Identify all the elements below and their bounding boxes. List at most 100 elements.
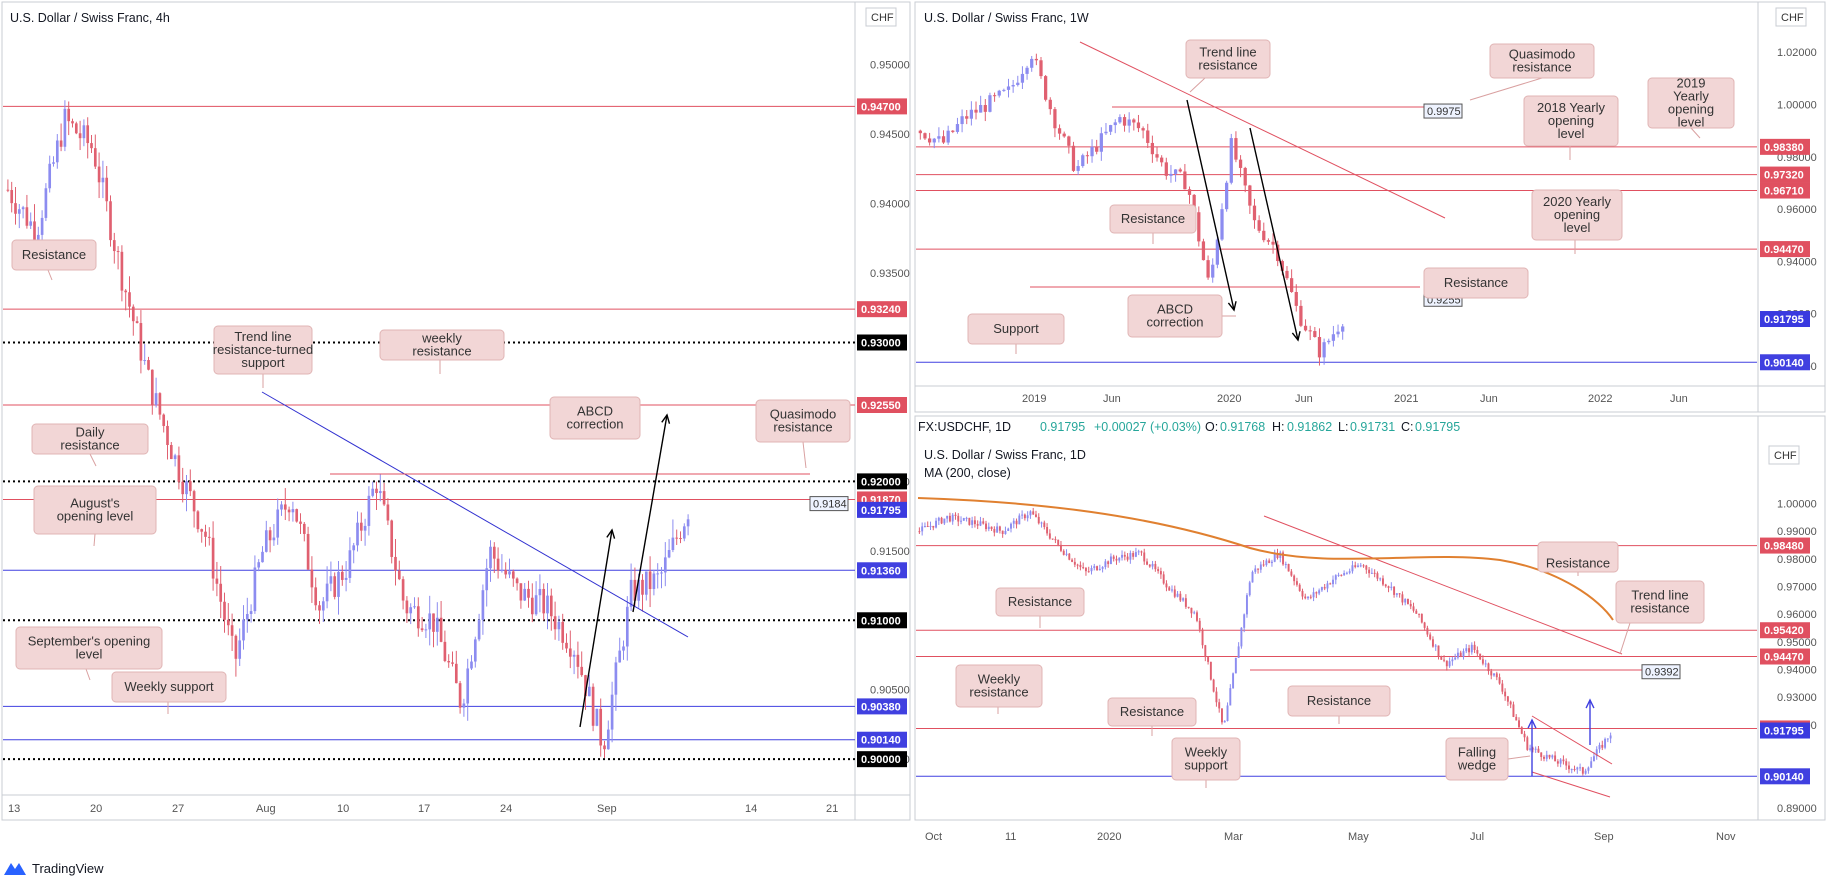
d1-callout[interactable] [1107,697,1197,727]
w1-candle [1234,138,1238,160]
d1-close: 0.91795 [1415,420,1460,434]
h4-candle [603,745,606,750]
w1-callout[interactable] [967,313,1065,345]
h4-trend-line[interactable] [261,391,689,638]
h4-candle [451,662,454,664]
h4-callout[interactable] [549,396,641,440]
h4-candle [663,557,667,573]
w1-candle [1313,331,1317,338]
w1-candle [1155,154,1159,158]
h4-candle [17,209,21,214]
d1-callout-text: Falling wedge [1457,745,1496,773]
d1-wedge-lower[interactable] [1531,771,1611,798]
d1-candle [1301,590,1304,597]
d1-callout[interactable] [955,664,1043,708]
h4-callout[interactable] [11,239,97,271]
w1-x-tick: 2019 [1022,393,1046,405]
d1-candle [1415,610,1418,614]
h4-candle [546,595,549,614]
w1-abcd-leg-2[interactable] [1249,127,1299,341]
w1-abcd-leg-1[interactable] [1186,99,1235,311]
h4-candle [565,642,568,649]
d1-trend-line[interactable] [1263,515,1623,655]
w1-callout[interactable] [1523,95,1619,147]
w1-candle [1280,261,1284,271]
w1-candle [1211,264,1215,278]
w1-candle [1290,278,1294,293]
d1-currency-button[interactable] [1768,445,1800,465]
w1-callout-text: ABCD correction [1146,302,1203,330]
d1-callout[interactable] [995,587,1085,617]
d1-candle [1434,645,1437,647]
w1-callout[interactable] [1647,77,1735,129]
d1-candle [1534,748,1537,750]
w1-trend-line[interactable] [1079,41,1446,219]
d1-candle [1351,565,1354,572]
h4-callout[interactable] [111,671,227,703]
w1-callout[interactable] [1185,39,1271,79]
d1-candle [1495,673,1498,678]
h4-price-tag [857,731,907,748]
w1-callout[interactable] [1109,204,1197,234]
w1-callout[interactable] [1489,43,1595,79]
w1-candle [1248,185,1252,206]
h4-abcd-leg-2-head [661,413,671,424]
w1-candle [988,95,992,112]
d1-candle [1240,627,1243,647]
h4-candle [59,140,63,147]
w1-price-tag [1760,311,1810,328]
h4-y-tick: 0.94500 [870,129,910,141]
h4-candle [249,611,253,614]
h4-currency-button[interactable] [865,7,897,27]
w1-candle [969,109,973,119]
h4-callout[interactable] [379,329,505,361]
w1-callout[interactable] [1531,189,1623,241]
w1-candle [1146,130,1150,143]
h4-callout[interactable] [213,325,313,375]
h4-abcd-leg-2[interactable] [632,414,668,613]
d1-candle [1470,644,1473,653]
h4-callout[interactable] [15,626,163,670]
w1-callout[interactable] [1127,294,1223,338]
d1-candle [1007,528,1010,531]
w1-candle [965,116,969,119]
w1-candle [1266,240,1271,242]
h4-callout-pointer [802,441,807,469]
d1-candle [1343,573,1346,576]
d1-callout[interactable] [1537,541,1619,573]
d1-candle [1565,761,1568,766]
d1-candle [1165,583,1168,588]
w1-candle [1132,119,1136,123]
d1-callout[interactable] [1445,737,1509,781]
w1-callout[interactable] [1423,267,1529,299]
h4-candle [542,588,546,614]
h4-abcd-leg-1[interactable] [579,529,613,728]
h4-price-tag-label: 0.90140 [861,735,901,747]
w1-candle [1262,230,1266,241]
h4-candle [188,481,192,492]
h4-candle [204,531,207,537]
d1-callout[interactable] [1615,580,1705,624]
w1-candle [1113,122,1117,126]
d1-candle [1590,761,1593,768]
h4-callout[interactable] [33,485,157,535]
d1-candle [921,526,924,532]
d1-candle [1190,607,1193,614]
d1-y-tick: 0.94000 [1777,665,1817,677]
d1-candle [1515,716,1518,721]
tradingview-logo[interactable]: TradingView [4,858,104,878]
d1-candle [1490,671,1493,676]
d1-callout-pointer [1619,622,1631,655]
h4-callout[interactable] [31,423,149,455]
h4-candle [325,583,329,602]
h4-candle [253,567,257,612]
h4-callout[interactable] [755,399,851,443]
d1-callout[interactable] [1171,737,1241,781]
w1-price-tag [1760,182,1810,199]
w1-candle [979,105,983,113]
w1-currency-button[interactable] [1775,7,1807,27]
d1-callout[interactable] [1287,685,1391,717]
d1-wedge-upper[interactable] [1531,715,1613,765]
d1-candle [1176,593,1179,597]
h4-candle [477,619,481,640]
